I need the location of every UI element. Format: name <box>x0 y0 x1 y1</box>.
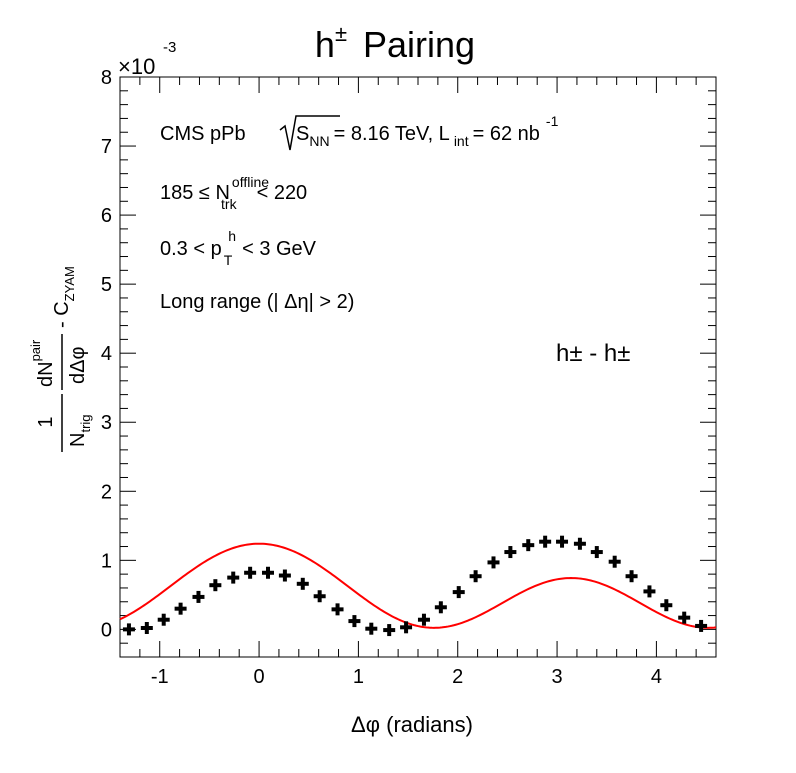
data-point <box>313 590 326 603</box>
annotation-pair-label: h± - h± <box>556 340 630 367</box>
y-tick-label: 2 <box>101 481 112 503</box>
annotation-cms: CMS pPb <box>160 123 246 145</box>
y-exponent-base: ×10 <box>118 54 155 79</box>
data-point <box>209 579 222 592</box>
annotation-pt: 0.3 < p Th< 3 GeV <box>160 228 317 268</box>
y-tick-label: 7 <box>101 136 112 158</box>
data-point <box>608 555 621 568</box>
y-exponent-power: -3 <box>163 39 176 56</box>
data-point <box>434 601 447 614</box>
data-point <box>539 535 552 548</box>
data-point <box>122 623 135 636</box>
data-point <box>452 586 465 599</box>
data-point <box>504 546 517 559</box>
data-point <box>400 621 413 634</box>
data-point <box>192 590 205 603</box>
data-points <box>122 535 708 637</box>
ylabel-dN: dNpair <box>28 339 57 387</box>
data-point <box>678 611 691 624</box>
data-point <box>469 570 482 583</box>
data-point <box>660 599 673 612</box>
y-axis-label: 1 Ntrig dNpair dΔφ - CZYAM <box>28 266 93 452</box>
x-tick-label: -1 <box>151 666 169 688</box>
data-point <box>174 602 187 615</box>
x-tick-label: 2 <box>452 666 463 688</box>
x-tick-label: 1 <box>353 666 364 688</box>
data-point <box>227 571 240 584</box>
x-tick-label: 4 <box>651 666 662 688</box>
data-point <box>522 539 535 552</box>
y-tick-label: 4 <box>101 343 112 365</box>
ylabel-one: 1 <box>35 416 57 427</box>
data-point <box>643 585 656 598</box>
data-point <box>365 622 378 635</box>
data-point <box>348 615 361 628</box>
ylabel-ntrig: Ntrig <box>67 414 93 447</box>
y-tick-label: 8 <box>101 67 112 89</box>
x-tick-label: 3 <box>552 666 563 688</box>
data-point <box>157 613 170 626</box>
data-point <box>556 535 569 548</box>
data-point <box>625 570 638 583</box>
ylabel-c: - CZYAM <box>51 266 77 328</box>
data-point <box>296 577 309 590</box>
sqrt-symbol <box>279 115 340 151</box>
y-tick-label: 5 <box>101 274 112 296</box>
data-point <box>417 613 430 626</box>
data-point <box>695 619 708 632</box>
data-point <box>244 566 257 579</box>
y-axis: 0 1 2 3 4 5 6 7 8 <box>101 67 716 658</box>
y-tick-label: 1 <box>101 550 112 572</box>
chart-title: h± Pairing <box>315 21 475 65</box>
y-tick-label: 0 <box>101 619 112 641</box>
data-point <box>383 624 396 637</box>
data-point <box>590 546 603 559</box>
y-tick-label: 6 <box>101 205 112 227</box>
data-point <box>140 622 153 634</box>
x-axis: -1 0 1 2 3 4 <box>119 77 717 688</box>
data-point <box>487 556 500 569</box>
data-point <box>262 566 275 579</box>
data-point <box>331 603 344 616</box>
x-tick-label: 0 <box>254 666 265 688</box>
plot-frame <box>119 76 717 658</box>
ylabel-dphi: dΔφ <box>67 347 89 384</box>
fit-curve <box>119 542 717 629</box>
data-point <box>278 569 291 582</box>
x-axis-label: Δφ (radians) <box>351 712 473 737</box>
data-point <box>573 537 586 550</box>
y-exponent: ×10 -3 <box>118 39 176 79</box>
annotation-long-range: Long range (| Δη| > 2) <box>160 291 354 313</box>
y-tick-label: 3 <box>101 412 112 434</box>
